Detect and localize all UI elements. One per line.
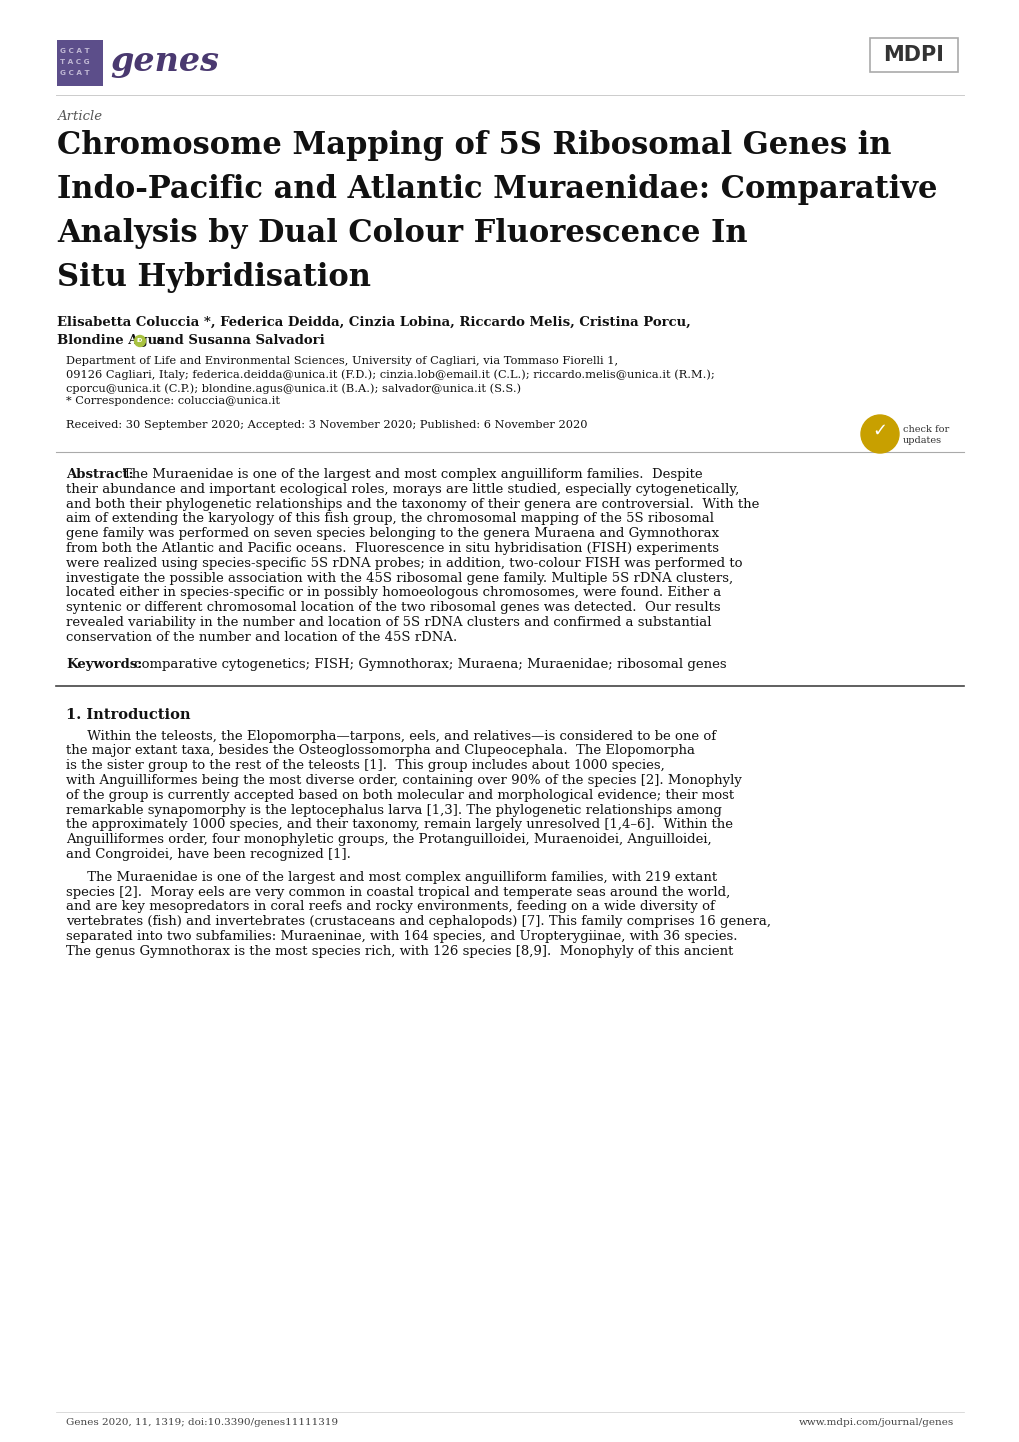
Text: T A C G: T A C G <box>60 59 90 65</box>
Text: * Correspondence: coluccia@unica.it: * Correspondence: coluccia@unica.it <box>66 397 280 407</box>
Text: aim of extending the karyology of this fish group, the chromosomal mapping of th: aim of extending the karyology of this f… <box>66 512 713 525</box>
Text: and are key mesopredators in coral reefs and rocky environments, feeding on a wi: and are key mesopredators in coral reefs… <box>66 900 714 913</box>
Circle shape <box>860 415 898 453</box>
Text: comparative cytogenetics; FISH; Gymnothorax; Muraena; Muraenidae; ribosomal gene: comparative cytogenetics; FISH; Gymnotho… <box>129 658 726 671</box>
Text: and Congroidei, have been recognized [1].: and Congroidei, have been recognized [1]… <box>66 848 351 861</box>
Text: G C A T: G C A T <box>60 48 90 53</box>
Text: species [2].  Moray eels are very common in coastal tropical and temperate seas : species [2]. Moray eels are very common … <box>66 885 730 898</box>
Text: with Anguilliformes being the most diverse order, containing over 90% of the spe: with Anguilliformes being the most diver… <box>66 774 741 787</box>
Text: the approximately 1000 species, and their taxonomy, remain largely unresolved [1: the approximately 1000 species, and thei… <box>66 819 733 832</box>
Text: updates: updates <box>902 435 942 446</box>
Text: Situ Hybridisation: Situ Hybridisation <box>57 262 371 293</box>
Text: Analysis by Dual Colour Fluorescence In: Analysis by Dual Colour Fluorescence In <box>57 218 747 249</box>
Text: separated into two subfamilies: Muraeninae, with 164 species, and Uropterygiinae: separated into two subfamilies: Muraenin… <box>66 930 737 943</box>
Text: ✓: ✓ <box>871 423 887 440</box>
Text: investigate the possible association with the 45S ribosomal gene family. Multipl: investigate the possible association wit… <box>66 571 733 584</box>
Text: Elisabetta Coluccia *, Federica Deidda, Cinzia Lobina, Riccardo Melis, Cristina : Elisabetta Coluccia *, Federica Deidda, … <box>57 316 690 329</box>
Text: were realized using species-specific 5S rDNA probes; in addition, two-colour FIS: were realized using species-specific 5S … <box>66 557 742 570</box>
Text: 09126 Cagliari, Italy; federica.deidda@unica.it (F.D.); cinzia.lob@email.it (C.L: 09126 Cagliari, Italy; federica.deidda@u… <box>66 369 714 381</box>
Text: Abstract:: Abstract: <box>66 469 133 482</box>
Text: their abundance and important ecological roles, morays are little studied, espec: their abundance and important ecological… <box>66 483 739 496</box>
Text: and both their phylogenetic relationships and the taxonomy of their genera are c: and both their phylogenetic relationship… <box>66 497 758 510</box>
Text: The genus Gymnothorax is the most species rich, with 126 species [8,9].  Monophy: The genus Gymnothorax is the most specie… <box>66 945 733 957</box>
Text: 1. Introduction: 1. Introduction <box>66 708 191 721</box>
Circle shape <box>135 336 146 346</box>
Text: The Muraenidae is one of the largest and most complex anguilliform families, wit: The Muraenidae is one of the largest and… <box>66 871 716 884</box>
Text: Indo-Pacific and Atlantic Muraenidae: Comparative: Indo-Pacific and Atlantic Muraenidae: Co… <box>57 174 936 205</box>
Text: check for: check for <box>902 425 949 434</box>
Text: vertebrates (fish) and invertebrates (crustaceans and cephalopods) [7]. This fam: vertebrates (fish) and invertebrates (cr… <box>66 916 770 929</box>
Text: Article: Article <box>57 110 102 123</box>
Text: MDPI: MDPI <box>882 45 944 65</box>
Text: remarkable synapomorphy is the leptocephalus larva [1,3]. The phylogenetic relat: remarkable synapomorphy is the leptoceph… <box>66 803 721 816</box>
Text: www.mdpi.com/journal/genes: www.mdpi.com/journal/genes <box>798 1417 953 1428</box>
Text: iD: iD <box>137 339 143 343</box>
FancyBboxPatch shape <box>57 40 103 87</box>
Text: gene family was performed on seven species belonging to the genera Muraena and G: gene family was performed on seven speci… <box>66 528 718 541</box>
Text: Anguilliformes order, four monophyletic groups, the Protanguilloidei, Muraenoide: Anguilliformes order, four monophyletic … <box>66 833 711 846</box>
Text: of the group is currently accepted based on both molecular and morphological evi: of the group is currently accepted based… <box>66 789 734 802</box>
Text: Department of Life and Environmental Sciences, University of Cagliari, via Tomma: Department of Life and Environmental Sci… <box>66 356 618 366</box>
Text: The Muraenidae is one of the largest and most complex anguilliform families.  De: The Muraenidae is one of the largest and… <box>123 469 702 482</box>
Text: Chromosome Mapping of 5S Ribosomal Genes in: Chromosome Mapping of 5S Ribosomal Genes… <box>57 130 891 162</box>
Text: Received: 30 September 2020; Accepted: 3 November 2020; Published: 6 November 20: Received: 30 September 2020; Accepted: 3… <box>66 420 587 430</box>
Text: G C A T: G C A T <box>60 71 90 76</box>
Text: conservation of the number and location of the 45S rDNA.: conservation of the number and location … <box>66 630 457 643</box>
Text: from both the Atlantic and Pacific oceans.  Fluorescence in situ hybridisation (: from both the Atlantic and Pacific ocean… <box>66 542 718 555</box>
Text: Genes 2020, 11, 1319; doi:10.3390/genes11111319: Genes 2020, 11, 1319; doi:10.3390/genes1… <box>66 1417 337 1428</box>
Text: Keywords:: Keywords: <box>66 658 142 671</box>
Text: the major extant taxa, besides the Osteoglossomorpha and Clupeocephala.  The Elo: the major extant taxa, besides the Osteo… <box>66 744 694 757</box>
Text: genes: genes <box>110 45 219 78</box>
Text: cporcu@unica.it (C.P.); blondine.agus@unica.it (B.A.); salvador@unica.it (S.S.): cporcu@unica.it (C.P.); blondine.agus@un… <box>66 384 521 394</box>
Text: Within the teleosts, the Elopomorpha—tarpons, eels, and relatives—is considered : Within the teleosts, the Elopomorpha—tar… <box>66 730 715 743</box>
Text: Blondine Agus: Blondine Agus <box>57 335 164 348</box>
Text: is the sister group to the rest of the teleosts [1].  This group includes about : is the sister group to the rest of the t… <box>66 758 664 773</box>
Text: syntenic or different chromosomal location of the two ribosomal genes was detect: syntenic or different chromosomal locati… <box>66 601 719 614</box>
Text: and Susanna Salvadori: and Susanna Salvadori <box>152 335 324 348</box>
Text: located either in species-specific or in possibly homoeologous chromosomes, were: located either in species-specific or in… <box>66 587 720 600</box>
FancyBboxPatch shape <box>869 37 957 72</box>
Text: revealed variability in the number and location of 5S rDNA clusters and confirme: revealed variability in the number and l… <box>66 616 711 629</box>
